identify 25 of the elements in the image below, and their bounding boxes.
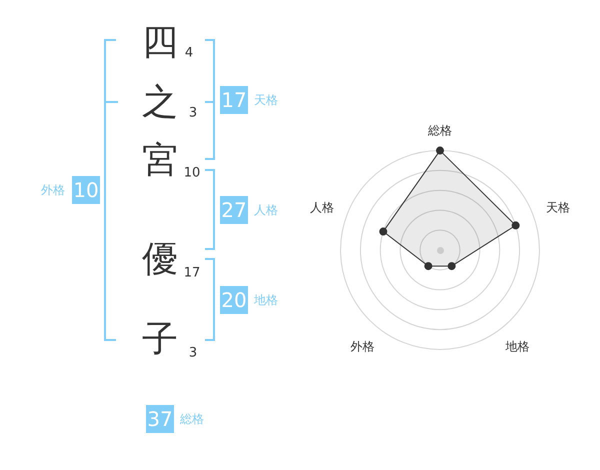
text: 之: [142, 82, 178, 123]
text: 10: [184, 166, 200, 180]
text: 優: [142, 239, 178, 280]
spoke-label: 人格: [310, 200, 334, 214]
spoke-label: 総格: [427, 123, 452, 138]
text: 27: [220, 196, 248, 224]
text: 10: [72, 176, 100, 204]
text: 総格: [180, 412, 204, 426]
text: 17: [220, 86, 248, 114]
spoke-label: 外格: [350, 339, 374, 354]
text: 4: [184, 46, 194, 60]
text: 四: [142, 22, 178, 63]
spoke-label: 地格: [504, 339, 530, 354]
text: 子: [142, 319, 178, 360]
text: 3: [188, 346, 198, 360]
text: 20: [220, 286, 248, 314]
text: 17: [184, 266, 200, 280]
text: 宮: [142, 140, 178, 181]
text: 外格: [41, 183, 65, 197]
text: 天格: [254, 93, 278, 107]
text: 地格: [254, 293, 278, 307]
text: 人格: [254, 203, 278, 217]
text: 37: [146, 405, 174, 433]
text: 3: [188, 106, 198, 120]
spoke-label: 天格: [546, 200, 570, 214]
